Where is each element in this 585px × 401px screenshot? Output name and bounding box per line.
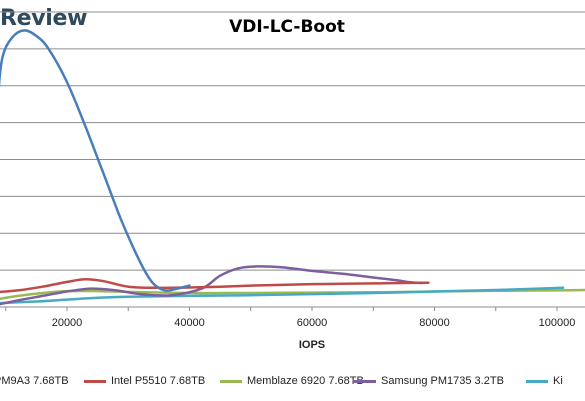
brand-logo: Review: [0, 6, 88, 31]
series-line-4: [0, 286, 565, 305]
legend-swatch: [220, 379, 242, 383]
x-tick-label: 40000: [174, 317, 205, 329]
x-tick-label: 100000: [539, 317, 576, 329]
legend-label: Samsung PM1735 3.2TB: [381, 375, 504, 387]
legend-label: PM9A3 7.68TB: [0, 375, 69, 387]
legend-item: Memblaze 6920 7.68TB: [220, 372, 364, 390]
legend: PM9A3 7.68TB Intel P5510 7.68TB Memblaze 6…: [0, 372, 585, 390]
legend-swatch: [354, 379, 376, 383]
series-line-0: [0, 29, 191, 292]
legend-swatch: [84, 379, 106, 383]
legend-item: Intel P5510 7.68TB: [84, 372, 205, 390]
legend-item: PM9A3 7.68TB: [0, 372, 69, 390]
series-line-1: [0, 278, 430, 294]
legend-swatch: [526, 379, 548, 383]
chart-title: VDI-LC-Boot: [229, 17, 345, 37]
legend-label: Ki: [553, 375, 563, 387]
x-tick-label: 20000: [52, 317, 83, 329]
plot-area: [0, 29, 585, 306]
legend-label: Intel P5510 7.68TB: [111, 375, 206, 387]
legend-item: Ki: [526, 372, 563, 390]
x-axis: [0, 306, 585, 311]
series-line-3: [0, 265, 424, 306]
legend-item: Samsung PM1735 3.2TB: [354, 372, 504, 390]
gridlines: [0, 11, 585, 271]
x-tick-label: 60000: [297, 317, 328, 329]
x-tick-label: 80000: [419, 317, 450, 329]
x-axis-title: IOPS: [299, 339, 325, 351]
x-tick-labels: 20000 40000 60000 80000 100000: [52, 317, 576, 329]
legend-label: Memblaze 6920 7.68TB: [247, 375, 364, 387]
